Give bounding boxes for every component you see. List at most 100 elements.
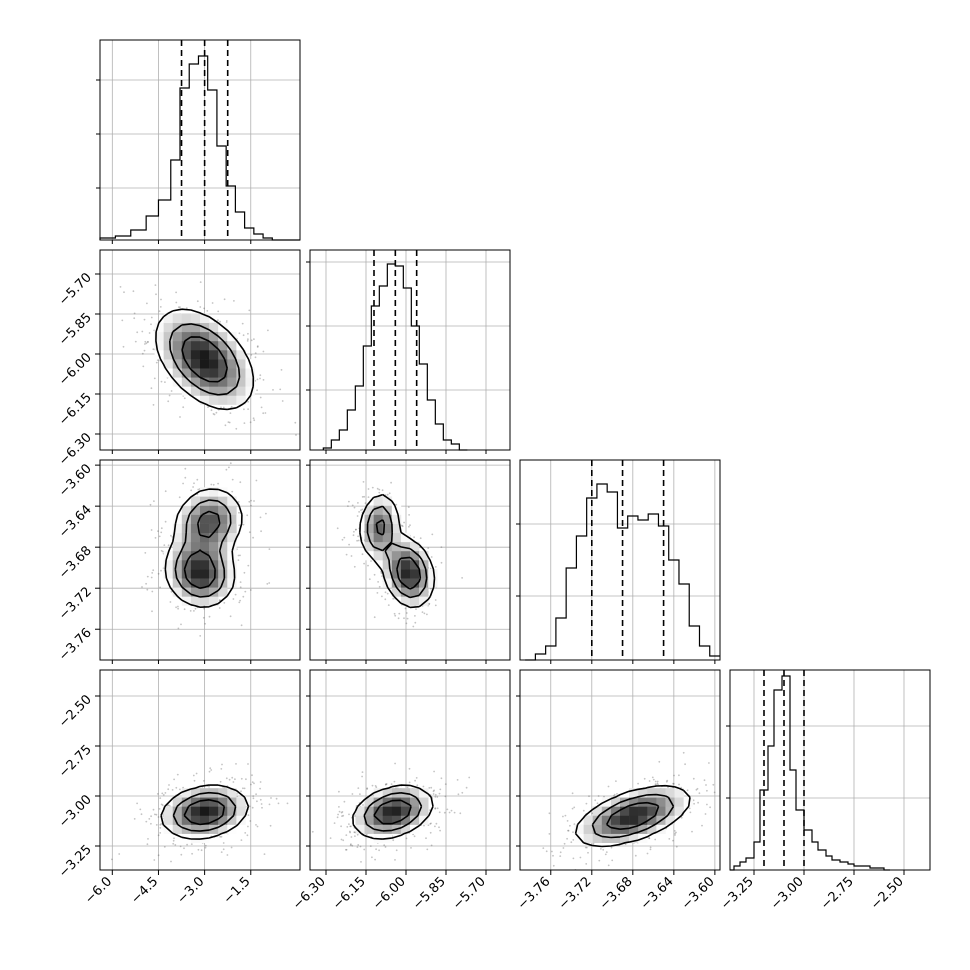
scatter-point	[425, 837, 427, 840]
scatter-point	[199, 306, 202, 308]
scatter-point	[673, 830, 676, 832]
scatter-point	[548, 812, 551, 815]
scatter-point	[183, 608, 186, 611]
density-cell	[601, 833, 612, 844]
y-tick-label-3-0: −3.25	[56, 842, 95, 881]
scatter-point	[175, 606, 178, 609]
scatter-point	[144, 552, 147, 554]
scatter-point	[159, 832, 162, 834]
density-cell	[373, 788, 384, 798]
scatter-point	[172, 842, 175, 845]
scatter-point	[361, 508, 364, 511]
contour-line-2	[183, 510, 221, 589]
density-cell	[181, 788, 192, 798]
scatter-point	[572, 857, 575, 860]
density-cell	[601, 824, 612, 834]
scatter-point	[678, 783, 680, 786]
density-cell	[227, 523, 237, 534]
scatter-point	[732, 801, 734, 803]
density-cell	[373, 797, 384, 807]
scatter-point	[552, 864, 555, 867]
density-cell	[400, 806, 411, 816]
scatter-point	[123, 291, 125, 294]
contour-line-0	[160, 784, 250, 840]
y-tick-label-1-0: −6.30	[56, 430, 95, 469]
density-cell	[218, 395, 228, 405]
scatter-point	[173, 778, 176, 781]
scatter-point	[153, 859, 156, 861]
scatter-point	[254, 356, 257, 359]
y-tick-label-3-3: −2.50	[56, 692, 95, 731]
scatter-point	[637, 782, 639, 785]
density-cell	[236, 359, 246, 369]
density-cell	[610, 833, 621, 844]
scatter-point	[357, 535, 359, 538]
density-cell	[665, 788, 675, 798]
density-cell	[181, 587, 192, 597]
scatter-point	[249, 820, 252, 822]
scatter-point	[248, 309, 251, 312]
density-cell	[382, 560, 393, 570]
scatter-point	[708, 762, 710, 764]
scatter-point	[673, 774, 675, 777]
scatter-point	[394, 614, 397, 617]
density-cell	[364, 541, 374, 552]
density-cell	[364, 824, 374, 834]
density-cell	[190, 505, 201, 515]
density-cell	[209, 514, 219, 524]
scatter-point	[159, 823, 162, 826]
scatter-point	[252, 795, 255, 797]
density-cell	[163, 331, 174, 342]
scatter-point	[239, 554, 241, 557]
scatter-point	[438, 792, 441, 795]
scatter-point	[378, 488, 381, 491]
density-cell	[218, 487, 228, 497]
density-cell	[428, 578, 438, 588]
density-cell	[364, 505, 374, 515]
scatter-point	[219, 835, 222, 838]
scatter-point	[150, 387, 153, 390]
scatter-point	[359, 845, 362, 848]
density-cell	[620, 797, 630, 807]
scatter-point	[392, 839, 395, 842]
density-cell	[163, 322, 174, 333]
density-cell	[218, 331, 228, 342]
scatter-point	[428, 602, 431, 605]
scatter-point	[174, 844, 177, 846]
scatter-point	[594, 799, 597, 802]
density-cell	[154, 331, 164, 342]
scatter-point	[210, 769, 213, 771]
scatter-point	[363, 848, 366, 851]
scatter-point	[347, 505, 349, 507]
scatter-point	[230, 405, 233, 408]
density-cell	[400, 596, 411, 606]
density-cell	[419, 578, 429, 588]
scatter-point	[654, 780, 657, 783]
scatter-point	[223, 298, 226, 301]
scatter-point	[224, 424, 227, 427]
scatter-point	[208, 785, 210, 788]
scatter-point	[182, 406, 185, 409]
pair-frame	[519, 669, 721, 871]
density-cell	[373, 550, 384, 561]
scatter-point	[237, 501, 240, 503]
pair-frame	[99, 669, 301, 871]
scatter-point	[701, 824, 703, 827]
scatter-point	[428, 603, 430, 606]
density-cell	[236, 797, 246, 807]
scatter-point	[378, 491, 381, 494]
scatter-point	[255, 824, 257, 826]
scatter-point	[371, 486, 374, 489]
scatter-point	[377, 581, 379, 583]
scatter-point	[217, 310, 220, 313]
scatter-point	[167, 804, 170, 806]
density-cell	[218, 569, 228, 579]
scatter-point	[430, 786, 433, 789]
scatter-point	[242, 523, 245, 526]
density-cell	[190, 824, 201, 834]
scatter-point	[121, 319, 124, 322]
hist-panel-3	[726, 669, 931, 871]
scatter-point	[180, 623, 182, 626]
y-tick-label-2-4: −3.60	[56, 461, 95, 500]
scatter-point	[712, 783, 715, 786]
